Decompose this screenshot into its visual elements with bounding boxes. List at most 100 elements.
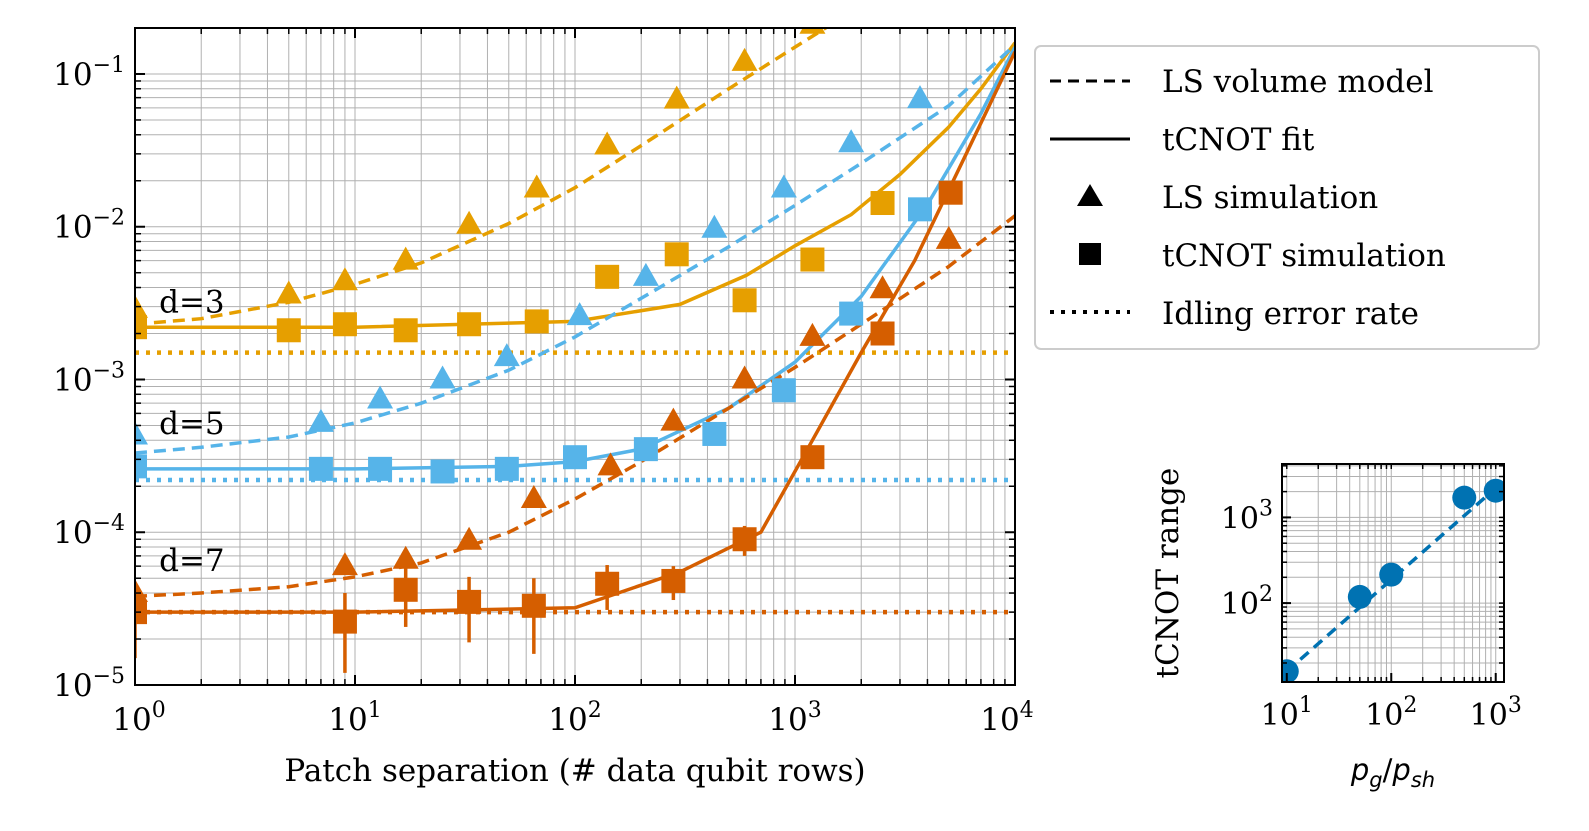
- legend-square-marker: [1079, 243, 1101, 265]
- y-tick-label: 10−3: [53, 358, 125, 398]
- tcnot-sim-marker: [661, 568, 686, 593]
- inset-x-tick-label: 103: [1470, 693, 1522, 733]
- ls-sim-marker: [935, 225, 962, 249]
- inset-chart: 101 102 103 102 103 tCNOT range pg/psh: [1150, 463, 1522, 792]
- y-tick-label: 10−1: [53, 53, 125, 93]
- main-x-axis-label: Patch separation (# data qubit rows): [284, 753, 865, 789]
- legend-triangle-marker: [1077, 184, 1103, 206]
- tcnot-sim-marker: [595, 264, 620, 289]
- ls-model-line: [135, 214, 1015, 599]
- tcnot-sim-marker: [276, 318, 301, 343]
- y-tick-label: 10−2: [53, 206, 125, 246]
- tcnot-sim-marker: [332, 609, 357, 634]
- inset-data-point: [1452, 485, 1477, 510]
- tcnot-sim-marker: [595, 571, 620, 596]
- ls-sim-marker: [731, 47, 758, 71]
- y-tick-label: 10−4: [53, 511, 125, 551]
- tcnot-sim-marker: [308, 456, 333, 481]
- tcnot-sim-marker: [393, 318, 418, 343]
- inset-fit-line: [1285, 486, 1497, 673]
- ls-sim-marker: [456, 210, 483, 234]
- annotation-d=7: d=7: [159, 543, 225, 579]
- tcnot-sim-marker: [732, 527, 757, 552]
- legend-box: [1034, 45, 1540, 350]
- tcnot-sim-marker: [393, 577, 418, 602]
- ls-sim-marker: [520, 485, 547, 509]
- ls-sim-marker: [597, 452, 624, 476]
- ls-sim-marker: [392, 246, 419, 270]
- tcnot-fit-line: [135, 41, 1015, 329]
- tcnot-sim-marker: [563, 445, 587, 470]
- legend-label-idling-error-rate: Idling error rate: [1162, 296, 1419, 332]
- tcnot-sim-marker: [839, 301, 864, 326]
- legend-label-ls-simulation: LS simulation: [1162, 180, 1378, 216]
- inset-data-point: [1379, 562, 1404, 587]
- tcnot-sim-marker: [457, 312, 482, 337]
- ls-sim-marker: [367, 385, 394, 409]
- tcnot-sim-marker: [430, 459, 455, 484]
- tcnot-sim-marker: [135, 454, 147, 479]
- inset-data-point: [1483, 478, 1504, 503]
- ls-sim-marker: [331, 267, 358, 291]
- ls-sim-marker: [660, 407, 687, 431]
- main-ticks: 100 101 102 103 104 10−5 10−4 10−3 10−2 10−1: [53, 27, 1034, 738]
- inset-x-tick-label: 101: [1261, 693, 1313, 733]
- ls-sim-marker: [770, 174, 797, 198]
- inset-x-axis-label: pg/psh: [1350, 753, 1435, 792]
- ls-sim-marker: [799, 322, 826, 346]
- inset-y-tick-label: 102: [1221, 582, 1273, 622]
- tcnot-sim-marker: [633, 437, 658, 462]
- inset-y-axis-label: tCNOT range: [1150, 468, 1186, 679]
- inset-x-tick-label: 102: [1365, 693, 1417, 733]
- tcnot-sim-marker: [664, 242, 689, 267]
- inset-y-tick-label: 103: [1221, 496, 1273, 536]
- x-tick-label: 104: [980, 698, 1033, 738]
- tcnot-sim-marker: [870, 191, 895, 216]
- legend-label-tcnot-fit: tCNOT fit: [1162, 122, 1315, 158]
- ls-sim-marker: [701, 214, 728, 238]
- ls-sim-marker: [135, 579, 148, 603]
- tcnot-sim-marker: [732, 288, 757, 313]
- sim-markers: [135, 28, 963, 673]
- legend-label-ls-volume-model: LS volume model: [1162, 64, 1434, 100]
- inset-data-point: [1347, 584, 1372, 609]
- tcnot-sim-marker: [870, 321, 895, 346]
- ls-sim-marker: [307, 408, 334, 432]
- tcnot-sim-marker: [332, 312, 357, 337]
- y-tick-label: 10−5: [53, 664, 125, 704]
- ls-sim-marker: [429, 365, 456, 389]
- x-tick-label: 103: [768, 698, 821, 738]
- ls-sim-marker: [907, 85, 934, 109]
- ls-sim-marker: [869, 275, 896, 299]
- tcnot-sim-marker: [368, 456, 393, 481]
- tcnot-sim-marker: [908, 197, 933, 222]
- tcnot-sim-marker: [457, 589, 482, 614]
- tcnot-sim-marker: [800, 445, 825, 470]
- main-grid: [134, 27, 1016, 686]
- inset-plot-frame: [1281, 463, 1505, 683]
- distance-annotations: d=3 d=5 d=7: [159, 284, 225, 578]
- inset-ticks: 101 102 103 102 103: [1221, 464, 1522, 733]
- ls-sim-marker: [838, 129, 865, 153]
- annotation-d=3: d=3: [159, 284, 225, 320]
- ls-sim-marker: [135, 421, 148, 445]
- tcnot-sim-marker: [800, 247, 825, 272]
- ls-sim-marker: [594, 131, 621, 155]
- ls-sim-marker: [632, 262, 659, 286]
- inset-data: [1282, 478, 1504, 682]
- ls-sim-marker: [731, 365, 758, 389]
- ls-sim-marker: [663, 85, 690, 109]
- tcnot-sim-marker: [521, 593, 546, 618]
- ls-sim-marker: [392, 545, 419, 569]
- tcnot-sim-marker: [771, 378, 796, 403]
- ls-sim-marker: [493, 343, 520, 367]
- ls-sim-marker: [275, 280, 302, 304]
- ls-sim-marker: [331, 552, 358, 576]
- tcnot-sim-marker: [702, 421, 727, 446]
- legend: LS volume model tCNOT fit LS simulation …: [1034, 45, 1540, 350]
- ls-sim-marker: [799, 28, 826, 34]
- ls-sim-marker: [456, 526, 483, 550]
- ls-model-line: [135, 43, 1015, 455]
